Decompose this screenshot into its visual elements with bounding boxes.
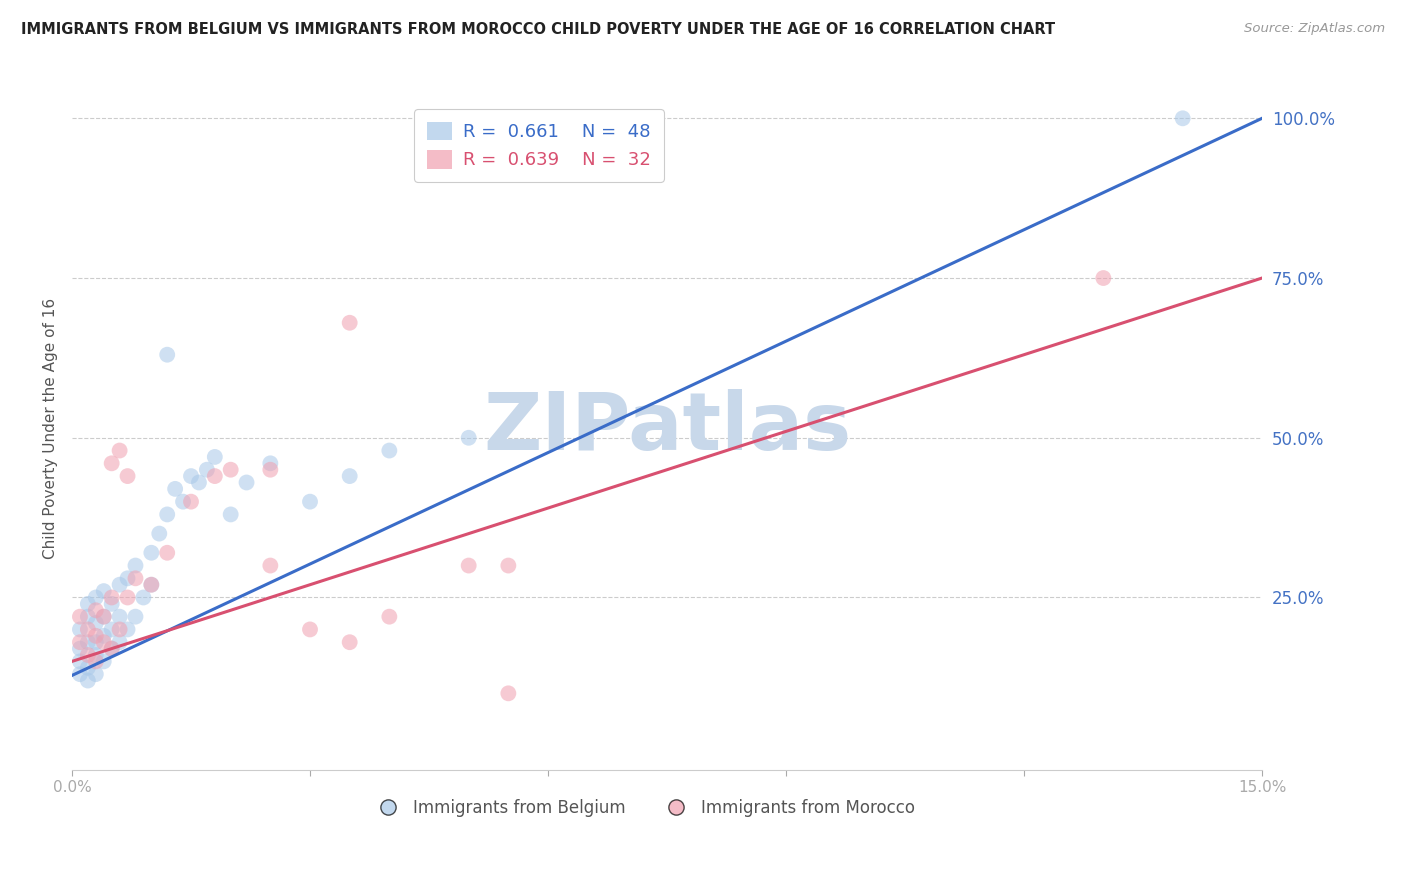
Point bbox=[93, 609, 115, 624]
Point bbox=[148, 526, 170, 541]
Point bbox=[84, 667, 107, 681]
Point bbox=[172, 494, 194, 508]
Point bbox=[298, 623, 321, 637]
Point bbox=[498, 558, 520, 573]
Point bbox=[132, 591, 155, 605]
Point bbox=[100, 641, 122, 656]
Point bbox=[457, 431, 479, 445]
Point bbox=[77, 609, 100, 624]
Point bbox=[219, 508, 242, 522]
Point bbox=[204, 450, 226, 464]
Point bbox=[117, 469, 139, 483]
Point bbox=[93, 635, 115, 649]
Point bbox=[1092, 271, 1115, 285]
Point bbox=[259, 456, 281, 470]
Point bbox=[457, 558, 479, 573]
Point bbox=[77, 661, 100, 675]
Point bbox=[108, 443, 131, 458]
Point bbox=[84, 603, 107, 617]
Point bbox=[298, 494, 321, 508]
Point bbox=[108, 635, 131, 649]
Point bbox=[235, 475, 257, 490]
Point bbox=[124, 571, 146, 585]
Point bbox=[378, 609, 401, 624]
Point bbox=[259, 558, 281, 573]
Point bbox=[100, 641, 122, 656]
Point bbox=[156, 546, 179, 560]
Point bbox=[93, 654, 115, 668]
Point bbox=[84, 591, 107, 605]
Point bbox=[69, 654, 91, 668]
Point bbox=[498, 686, 520, 700]
Point bbox=[187, 475, 209, 490]
Point bbox=[108, 578, 131, 592]
Point bbox=[77, 635, 100, 649]
Point bbox=[100, 456, 122, 470]
Point bbox=[84, 635, 107, 649]
Point bbox=[180, 494, 202, 508]
Point bbox=[69, 609, 91, 624]
Point bbox=[339, 635, 361, 649]
Point bbox=[84, 648, 107, 662]
Point bbox=[100, 597, 122, 611]
Point bbox=[100, 591, 122, 605]
Text: Source: ZipAtlas.com: Source: ZipAtlas.com bbox=[1244, 22, 1385, 36]
Point bbox=[141, 578, 163, 592]
Point bbox=[69, 667, 91, 681]
Point bbox=[100, 623, 122, 637]
Point bbox=[84, 629, 107, 643]
Point bbox=[1171, 112, 1194, 126]
Point bbox=[108, 623, 131, 637]
Point bbox=[93, 609, 115, 624]
Point bbox=[117, 571, 139, 585]
Point bbox=[69, 641, 91, 656]
Point bbox=[156, 508, 179, 522]
Point bbox=[108, 609, 131, 624]
Point bbox=[77, 673, 100, 688]
Point bbox=[77, 597, 100, 611]
Point bbox=[124, 558, 146, 573]
Point bbox=[156, 348, 179, 362]
Point bbox=[204, 469, 226, 483]
Point bbox=[195, 463, 218, 477]
Text: IMMIGRANTS FROM BELGIUM VS IMMIGRANTS FROM MOROCCO CHILD POVERTY UNDER THE AGE O: IMMIGRANTS FROM BELGIUM VS IMMIGRANTS FR… bbox=[21, 22, 1056, 37]
Point bbox=[77, 623, 100, 637]
Point bbox=[339, 469, 361, 483]
Point bbox=[69, 623, 91, 637]
Legend: Immigrants from Belgium, Immigrants from Morocco: Immigrants from Belgium, Immigrants from… bbox=[366, 792, 921, 823]
Point bbox=[124, 609, 146, 624]
Point bbox=[180, 469, 202, 483]
Point bbox=[219, 463, 242, 477]
Point bbox=[339, 316, 361, 330]
Point bbox=[117, 623, 139, 637]
Point bbox=[93, 584, 115, 599]
Point bbox=[77, 648, 100, 662]
Point bbox=[93, 629, 115, 643]
Point bbox=[141, 578, 163, 592]
Point bbox=[259, 463, 281, 477]
Text: ZIPatlas: ZIPatlas bbox=[482, 389, 851, 467]
Point bbox=[141, 546, 163, 560]
Point bbox=[84, 654, 107, 668]
Point bbox=[165, 482, 187, 496]
Point bbox=[378, 443, 401, 458]
Point bbox=[117, 591, 139, 605]
Point bbox=[84, 615, 107, 630]
Y-axis label: Child Poverty Under the Age of 16: Child Poverty Under the Age of 16 bbox=[44, 298, 58, 558]
Point bbox=[69, 635, 91, 649]
